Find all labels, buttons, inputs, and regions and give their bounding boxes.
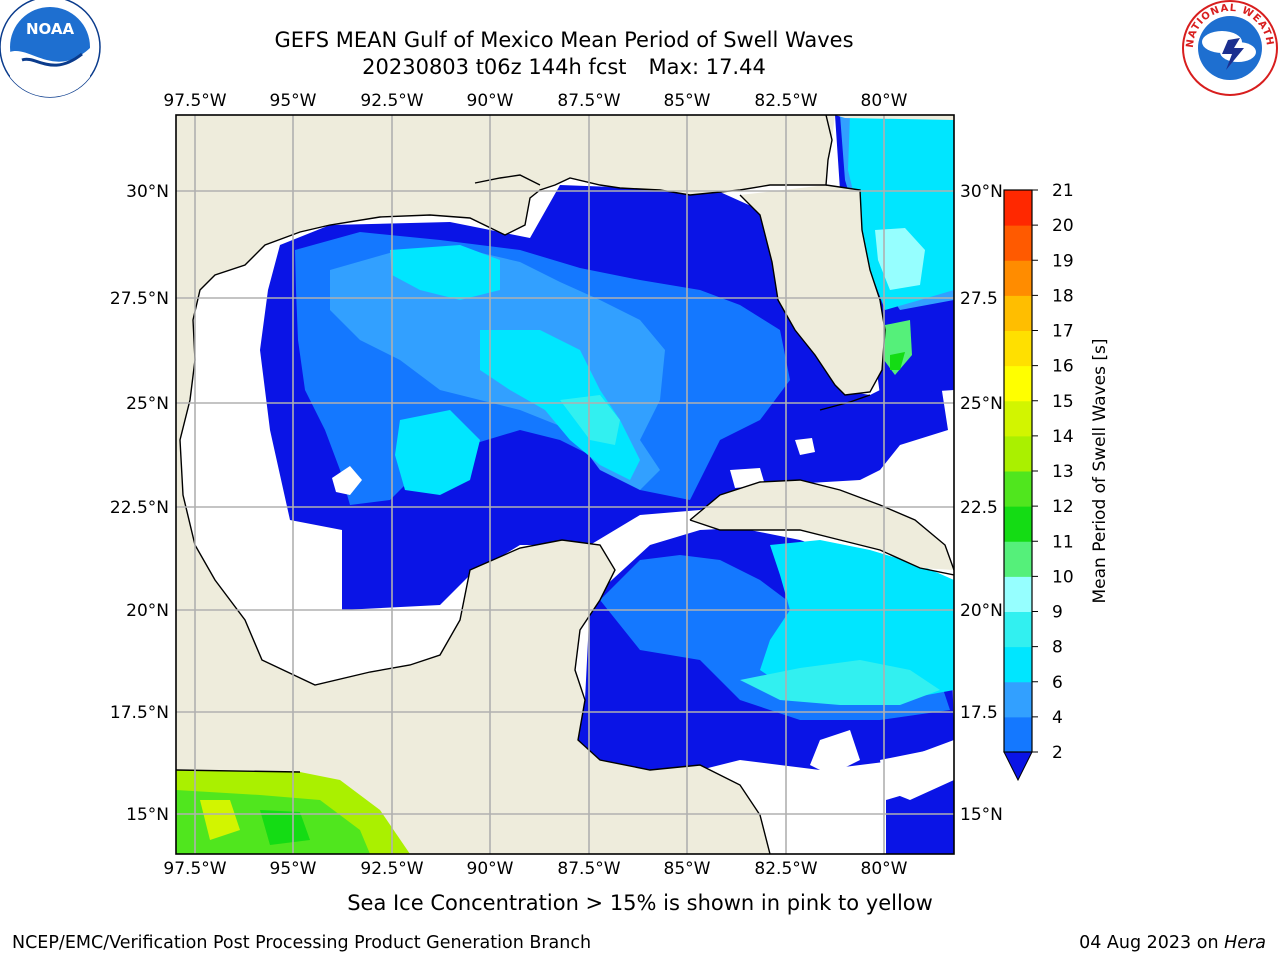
lon-tick-bottom: 87.5°W	[557, 859, 620, 879]
lat-ticks-left: 30°N 27.5°N 25°N 22.5°N 20°N 17.5°N 15°N	[110, 182, 169, 825]
lon-tick-top: 90°W	[467, 91, 514, 111]
colorbar-tick-label: 15	[1052, 392, 1074, 412]
nws-logo-text: NATIONAL WEATHER SERVICE	[0, 0, 1274, 48]
coastlines	[176, 115, 954, 854]
lat-tick-right: 27.5	[960, 289, 998, 309]
colorbar-tick-label: 14	[1052, 427, 1074, 447]
colorbar-tick-label: 10	[1052, 567, 1074, 587]
svg-text:NATIONAL WEATHER SERVICE: NATIONAL WEATHER SERVICE	[0, 0, 1275, 48]
lon-tick-top: 85°W	[664, 91, 711, 111]
lat-tick-left: 20°N	[126, 601, 169, 621]
colorbar-segment	[1004, 225, 1032, 261]
lon-tick-top: 80°W	[861, 91, 908, 111]
colorbar-tick-label: 6	[1052, 673, 1063, 693]
colorbar-tick-label: 9	[1052, 603, 1063, 623]
lon-ticks-top: 97.5°W 95°W 92.5°W 90°W 87.5°W 85°W 82.5…	[163, 91, 907, 111]
lat-tick-right: 15°N	[960, 805, 1003, 825]
credit-text: NCEP/EMC/Verification Post Processing Pr…	[12, 933, 592, 953]
map-area	[176, 115, 954, 854]
date-text: 04 Aug 2023 on	[1079, 933, 1219, 953]
date-credit: 04 Aug 2023 on Hera	[1079, 933, 1266, 953]
map-frame	[175, 114, 955, 855]
colorbar-segment	[1004, 716, 1032, 753]
colorbar-tick-label: 16	[1052, 357, 1074, 377]
lat-ticks-right: 30°N 27.5 25°N 22.5 20°N 17.5 15°N	[960, 182, 1003, 825]
lon-tick-top: 95°W	[270, 91, 317, 111]
graticule	[176, 115, 954, 854]
colorbar-tick-label: 13	[1052, 462, 1074, 482]
noaa-logo-text: NOAA	[26, 20, 75, 38]
lat-tick-right: 25°N	[960, 394, 1003, 414]
colorbar-tick-label: 4	[1052, 708, 1063, 728]
colorbar-segment	[1004, 646, 1032, 683]
lon-tick-top: 82.5°W	[754, 91, 817, 111]
lon-tick-bottom: 85°W	[664, 859, 711, 879]
colorbar-tick-label: 18	[1052, 286, 1074, 306]
nws-logo: NATIONAL WEATHER SERVICE	[0, 0, 1278, 96]
colorbar-tick-label: 20	[1052, 216, 1074, 236]
land-cuba	[690, 480, 954, 570]
map-subtitle: 20230803 t06z 144h fcst Max: 17.44	[0, 54, 1128, 80]
lat-tick-left: 30°N	[126, 182, 169, 202]
colorbar-extend-min	[1003, 751, 1033, 782]
max-label: Max: 17.44	[648, 55, 766, 79]
colorbar-label: Mean Period of Swell Waves [s]	[1090, 339, 1110, 604]
swell-cyan-patch	[395, 410, 480, 495]
colorbar-tick-label: 11	[1052, 532, 1074, 552]
lat-tick-left: 22.5°N	[110, 498, 169, 518]
colorbar-segment	[1004, 365, 1032, 402]
lon-tick-bottom: 92.5°W	[360, 859, 423, 879]
colorbar-segment	[1004, 541, 1032, 577]
lon-tick-bottom: 80°W	[861, 859, 908, 879]
colorbar-segment	[1004, 435, 1032, 472]
lat-tick-right: 20°N	[960, 601, 1003, 621]
lon-tick-bottom: 90°W	[467, 859, 514, 879]
lon-tick-bottom: 95°W	[270, 859, 317, 879]
colorbar-ticks: 2 4 6 8 9 10 11 12 13 14 15 16 17 18 19 20 21	[1052, 181, 1074, 763]
lon-tick-bottom: 97.5°W	[163, 859, 226, 879]
lon-tick-top: 92.5°W	[360, 91, 423, 111]
colorbar-segment	[1004, 190, 1032, 226]
colorbar	[1003, 189, 1038, 782]
run-label: 20230803 t06z 144h fcst	[362, 55, 627, 79]
lat-tick-left: 15°N	[126, 805, 169, 825]
colorbar-tick-label: 17	[1052, 322, 1074, 342]
colorbar-tick-label: 2	[1052, 743, 1063, 763]
lat-tick-right: 17.5	[960, 703, 998, 723]
colorbar-tick-label: 8	[1052, 638, 1063, 658]
lat-tick-right: 22.5	[960, 498, 998, 518]
lat-tick-left: 25°N	[126, 394, 169, 414]
colorbar-segment	[1004, 681, 1032, 718]
land-florida	[740, 185, 885, 395]
lat-tick-left: 17.5°N	[110, 703, 169, 723]
lon-tick-bottom: 82.5°W	[754, 859, 817, 879]
colorbar-segment	[1004, 506, 1032, 542]
swell-cyan-caribbean	[760, 540, 954, 700]
map-title: GEFS MEAN Gulf of Mexico Mean Period of …	[274, 28, 854, 52]
colorbar-segment	[1004, 611, 1032, 648]
colorbar-segment	[1004, 576, 1032, 612]
colorbar-segment	[1004, 260, 1032, 296]
lat-tick-right: 30°N	[960, 182, 1003, 202]
lon-ticks-bottom: 97.5°W 95°W 92.5°W 90°W 87.5°W 85°W 82.5…	[163, 859, 907, 879]
colorbar-tick-label: 21	[1052, 181, 1074, 201]
colorbar-segment	[1004, 330, 1032, 367]
host-text: Hera	[1224, 933, 1266, 953]
colorbar-tick-label: 12	[1052, 497, 1074, 517]
colorbar-tick-label: 19	[1052, 251, 1074, 271]
lon-tick-top: 87.5°W	[557, 91, 620, 111]
sea-ice-note: Sea Ice Concentration > 15% is shown in …	[347, 891, 933, 915]
lat-tick-left: 27.5°N	[110, 289, 169, 309]
colorbar-segment	[1004, 400, 1032, 437]
colorbar-segment	[1004, 471, 1032, 507]
colorbar-segment	[1004, 295, 1032, 331]
lon-tick-top: 97.5°W	[163, 91, 226, 111]
noaa-logo: NOAA	[0, 0, 101, 98]
